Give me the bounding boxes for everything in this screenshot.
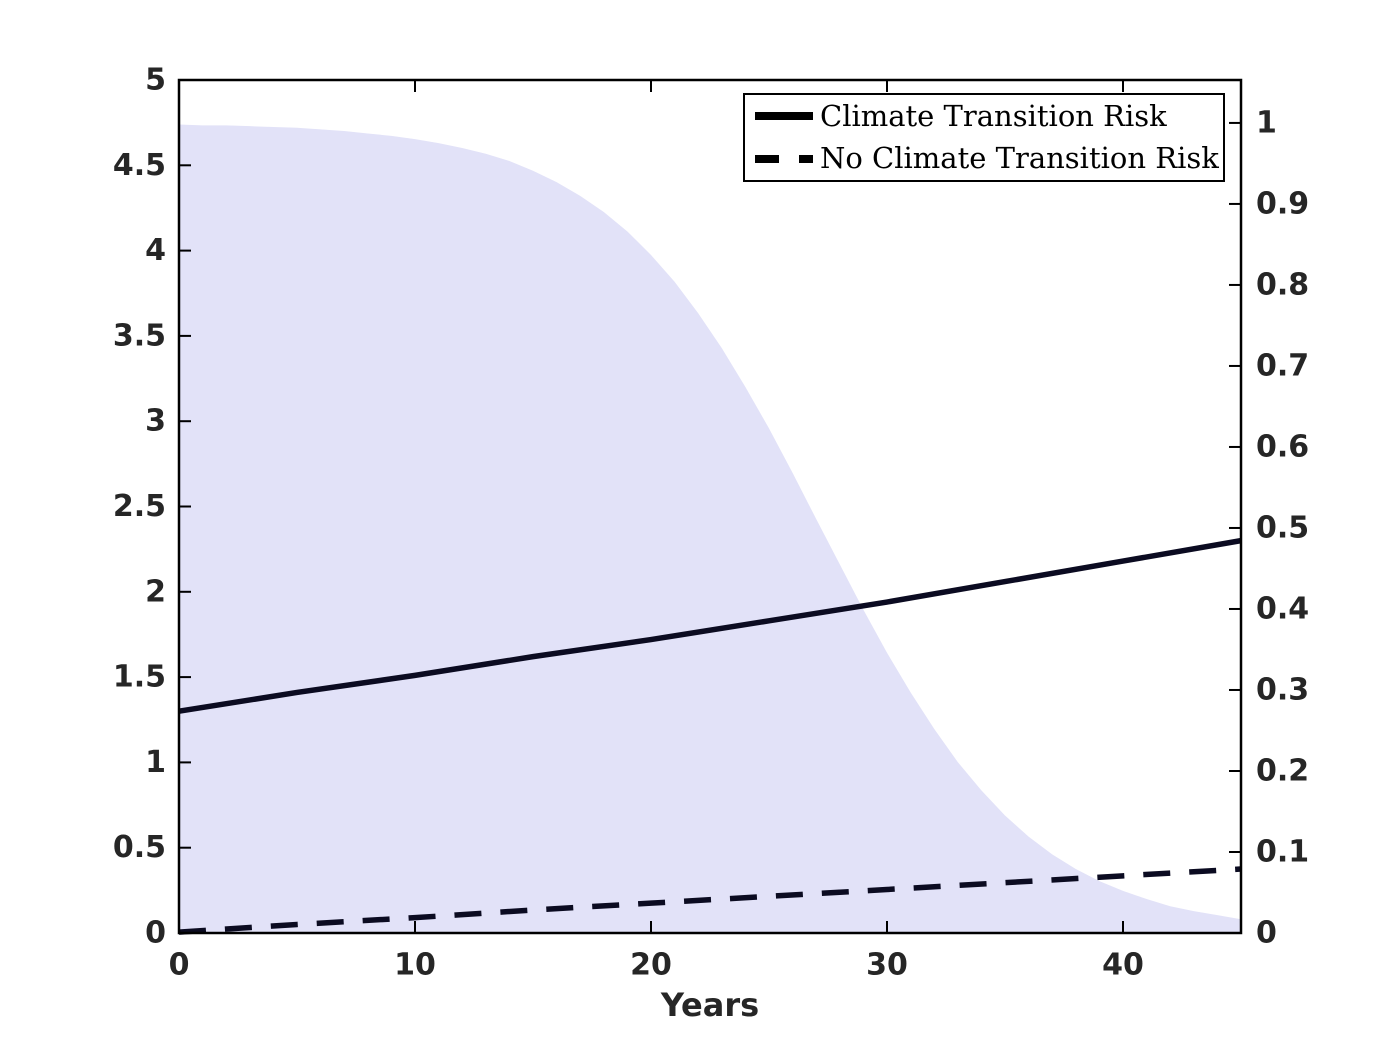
- solid-line-icon: [755, 112, 813, 121]
- left-y-tick-label: 2: [145, 574, 166, 609]
- right-y-tick-label: 0.5: [1256, 510, 1309, 545]
- solid-data-line: [178, 537, 1242, 714]
- legend-entry-no-climate-transition-risk: No Climate Transition Risk: [755, 138, 1223, 180]
- x-tick-label: 30: [866, 948, 908, 983]
- left-y-tick-label: 0: [145, 916, 166, 951]
- left-y-tick-label: 3.5: [113, 318, 166, 353]
- left-y-tick-label: 3: [145, 404, 166, 439]
- left-y-tick-label: 5: [145, 63, 166, 98]
- right-y-tick-label: 0: [1256, 916, 1277, 951]
- right-y-tick-label: 0.8: [1256, 267, 1309, 302]
- right-y-tick-label: 0.7: [1256, 348, 1309, 383]
- left-y-tick-label: 1.5: [113, 660, 166, 695]
- legend-label: Climate Transition Risk: [820, 98, 1167, 133]
- x-axis-label: Years: [660, 986, 760, 1024]
- legend-entry-climate-transition-risk: Climate Transition Risk: [755, 95, 1223, 137]
- dashed-data-line: [178, 866, 1242, 935]
- shaded-area: [179, 124, 1241, 934]
- left-y-tick-label: 4.5: [113, 148, 166, 183]
- left-y-tick-label: 4: [145, 233, 166, 268]
- right-y-tick-label: 0.6: [1256, 429, 1309, 464]
- right-y-tick-label: 1: [1256, 105, 1277, 140]
- x-tick-label: 0: [169, 948, 190, 983]
- left-y-tick-label: 0.5: [113, 830, 166, 865]
- x-tick-label: 40: [1102, 948, 1144, 983]
- left-y-tick-label: 2.5: [113, 489, 166, 524]
- right-y-tick-label: 0.3: [1256, 672, 1309, 707]
- right-y-tick-label: 0.1: [1256, 834, 1309, 869]
- right-y-tick-label: 0.9: [1256, 186, 1309, 221]
- x-tick-label: 20: [630, 948, 672, 983]
- dashed-line-icon: [755, 154, 813, 163]
- x-tick-label: 10: [394, 948, 436, 983]
- legend-label: No Climate Transition Risk: [820, 141, 1219, 176]
- right-y-tick-label: 0.4: [1256, 591, 1309, 626]
- left-y-tick-label: 1: [145, 745, 166, 780]
- right-y-tick-label: 0.2: [1256, 753, 1309, 788]
- legend: Climate Transition Risk No Climate Trans…: [743, 93, 1225, 182]
